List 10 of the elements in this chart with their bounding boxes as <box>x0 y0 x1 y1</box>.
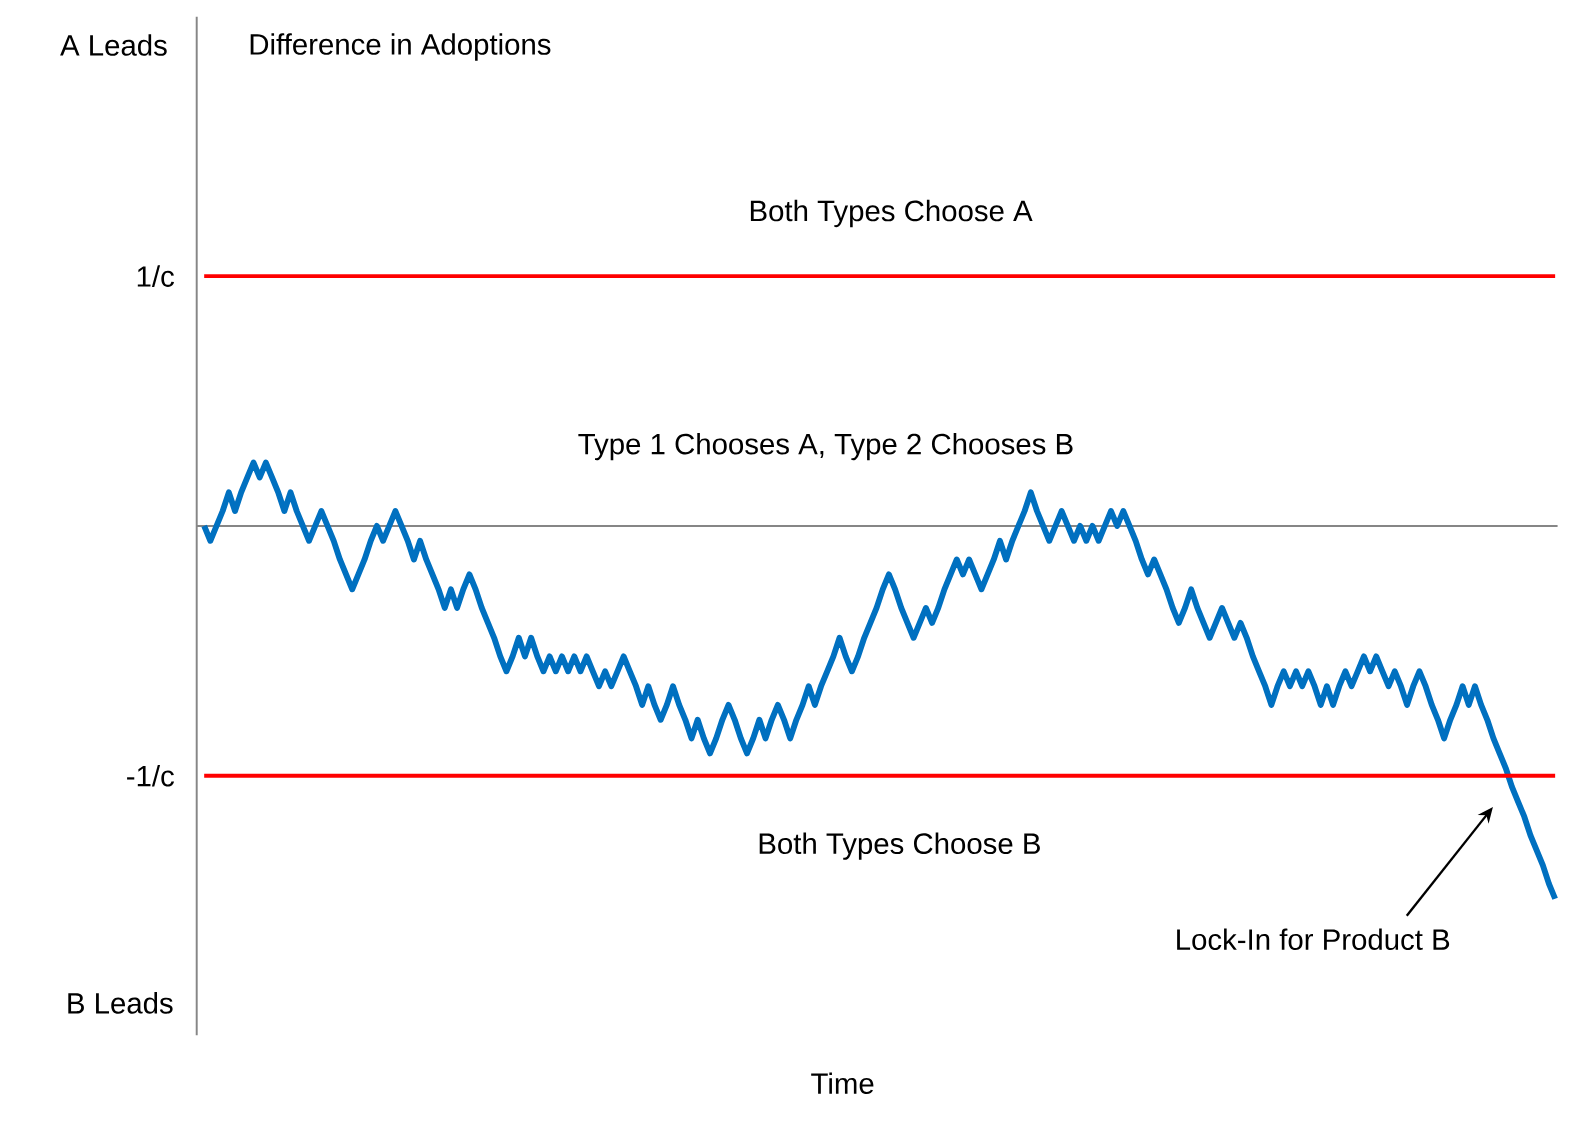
text: Type 1 Chooses A, Type 2 Chooses B <box>578 432 1073 461</box>
ref-line-label: 1/c <box>137 265 174 287</box>
ref-line-label: -1/c <box>127 764 174 787</box>
text: Difference in Adoptions <box>250 33 551 61</box>
text: B Leads <box>68 991 173 1014</box>
text: Time <box>811 1072 874 1094</box>
text: Both Types Choose A <box>750 199 1033 228</box>
annotation: Both Types Choose B <box>759 832 1040 860</box>
text: A Leads <box>60 34 167 56</box>
text: Lock-In for Product B <box>1177 928 1450 950</box>
